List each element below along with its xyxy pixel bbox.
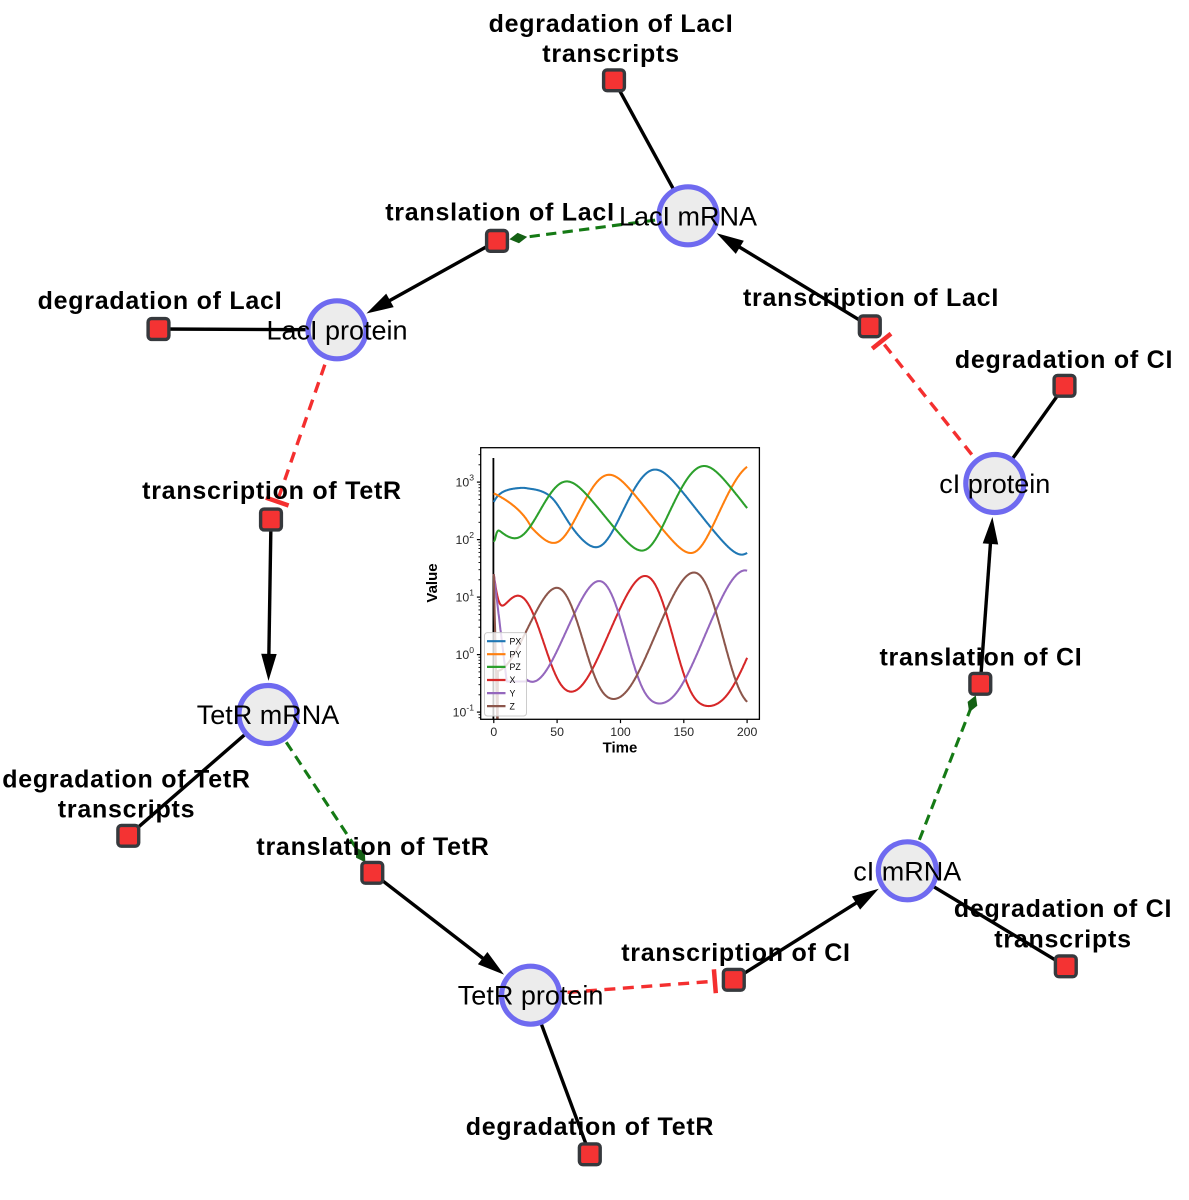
- svg-text:LacI mRNA: LacI mRNA: [619, 201, 757, 231]
- svg-text:PY: PY: [510, 649, 522, 659]
- svg-text:transcription of CI: transcription of CI: [621, 939, 851, 967]
- svg-text:degradation of TetR: degradation of TetR: [466, 1113, 715, 1141]
- svg-text:translation of LacI: translation of LacI: [385, 199, 615, 227]
- svg-text:Z: Z: [510, 701, 516, 711]
- svg-text:X: X: [510, 675, 516, 685]
- svg-text:translation of TetR: translation of TetR: [256, 833, 489, 861]
- svg-text:200: 200: [737, 725, 758, 739]
- svg-text:cI protein: cI protein: [939, 469, 1050, 499]
- svg-text:degradation of LacI: degradation of LacI: [489, 10, 734, 38]
- svg-text:Y: Y: [510, 688, 516, 698]
- svg-text:transcripts: transcripts: [58, 796, 195, 824]
- svg-text:degradation of LacI: degradation of LacI: [38, 287, 283, 315]
- svg-text:LacI protein: LacI protein: [266, 315, 407, 345]
- svg-text:transcripts: transcripts: [994, 925, 1131, 953]
- svg-text:translation of CI: translation of CI: [879, 644, 1082, 672]
- svg-text:Value: Value: [424, 563, 441, 602]
- svg-text:degradation of CI: degradation of CI: [955, 346, 1173, 374]
- svg-text:degradation of TetR: degradation of TetR: [2, 766, 251, 794]
- svg-text:100: 100: [610, 725, 631, 739]
- svg-text:PX: PX: [510, 636, 522, 646]
- svg-text:TetR protein: TetR protein: [458, 981, 604, 1011]
- svg-text:transcripts: transcripts: [542, 40, 679, 68]
- svg-text:0: 0: [490, 725, 497, 739]
- svg-text:PZ: PZ: [510, 662, 522, 672]
- svg-text:transcription of TetR: transcription of TetR: [142, 477, 402, 505]
- svg-text:transcription of LacI: transcription of LacI: [743, 284, 999, 312]
- svg-text:150: 150: [674, 725, 695, 739]
- svg-text:cI mRNA: cI mRNA: [853, 856, 961, 886]
- svg-text:50: 50: [550, 725, 564, 739]
- svg-text:Time: Time: [603, 740, 638, 757]
- svg-text:degradation of CI: degradation of CI: [954, 895, 1172, 923]
- svg-text:TetR mRNA: TetR mRNA: [197, 700, 340, 730]
